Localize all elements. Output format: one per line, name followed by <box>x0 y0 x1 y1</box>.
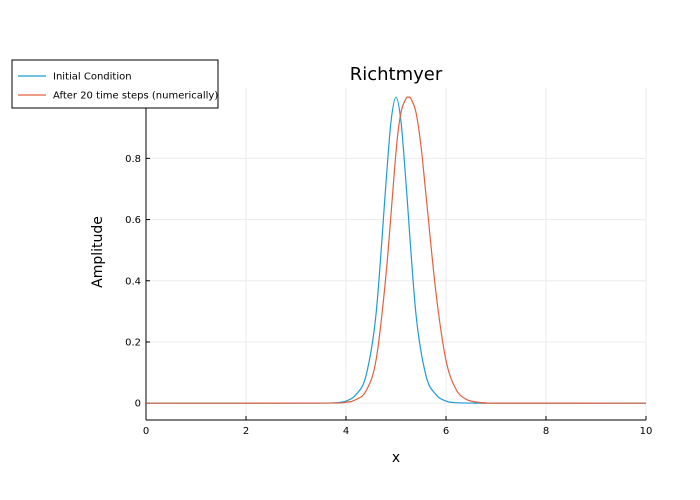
series-line-0 <box>145 96 647 404</box>
legend-label-initial-condition: Initial Condition <box>53 72 132 83</box>
x-tick-label: 8 <box>543 426 549 437</box>
x-tick-label: 4 <box>343 426 349 437</box>
y-tick-label: 0 <box>135 399 141 410</box>
series-line-1 <box>145 96 647 404</box>
legend-label-after-20-steps: After 20 time steps (numerically) <box>53 91 218 102</box>
axes-layer <box>145 88 646 421</box>
x-tick-label: 0 <box>143 426 149 437</box>
y-tick-label: 0.4 <box>125 276 141 287</box>
legend-box <box>11 59 219 109</box>
series-layer <box>145 96 647 404</box>
legend: Initial Condition After 20 time steps (n… <box>11 59 219 109</box>
y-tick-label: 0.2 <box>125 337 141 348</box>
y-tick-label: 0.6 <box>125 215 141 226</box>
x-tick-label: 6 <box>443 426 449 437</box>
ticks-layer: 0 2 4 6 8 10 0 0.2 0.4 0.6 0.8 <box>125 154 652 437</box>
y-axis-label: Amplitude <box>90 216 106 288</box>
grid-layer <box>145 88 647 420</box>
x-tick-label: 2 <box>243 426 249 437</box>
chart-title: Richtmyer <box>350 64 443 85</box>
y-tick-label: 0.8 <box>125 154 141 165</box>
x-axis-label: x <box>392 450 400 466</box>
x-tick-label: 10 <box>640 426 653 437</box>
